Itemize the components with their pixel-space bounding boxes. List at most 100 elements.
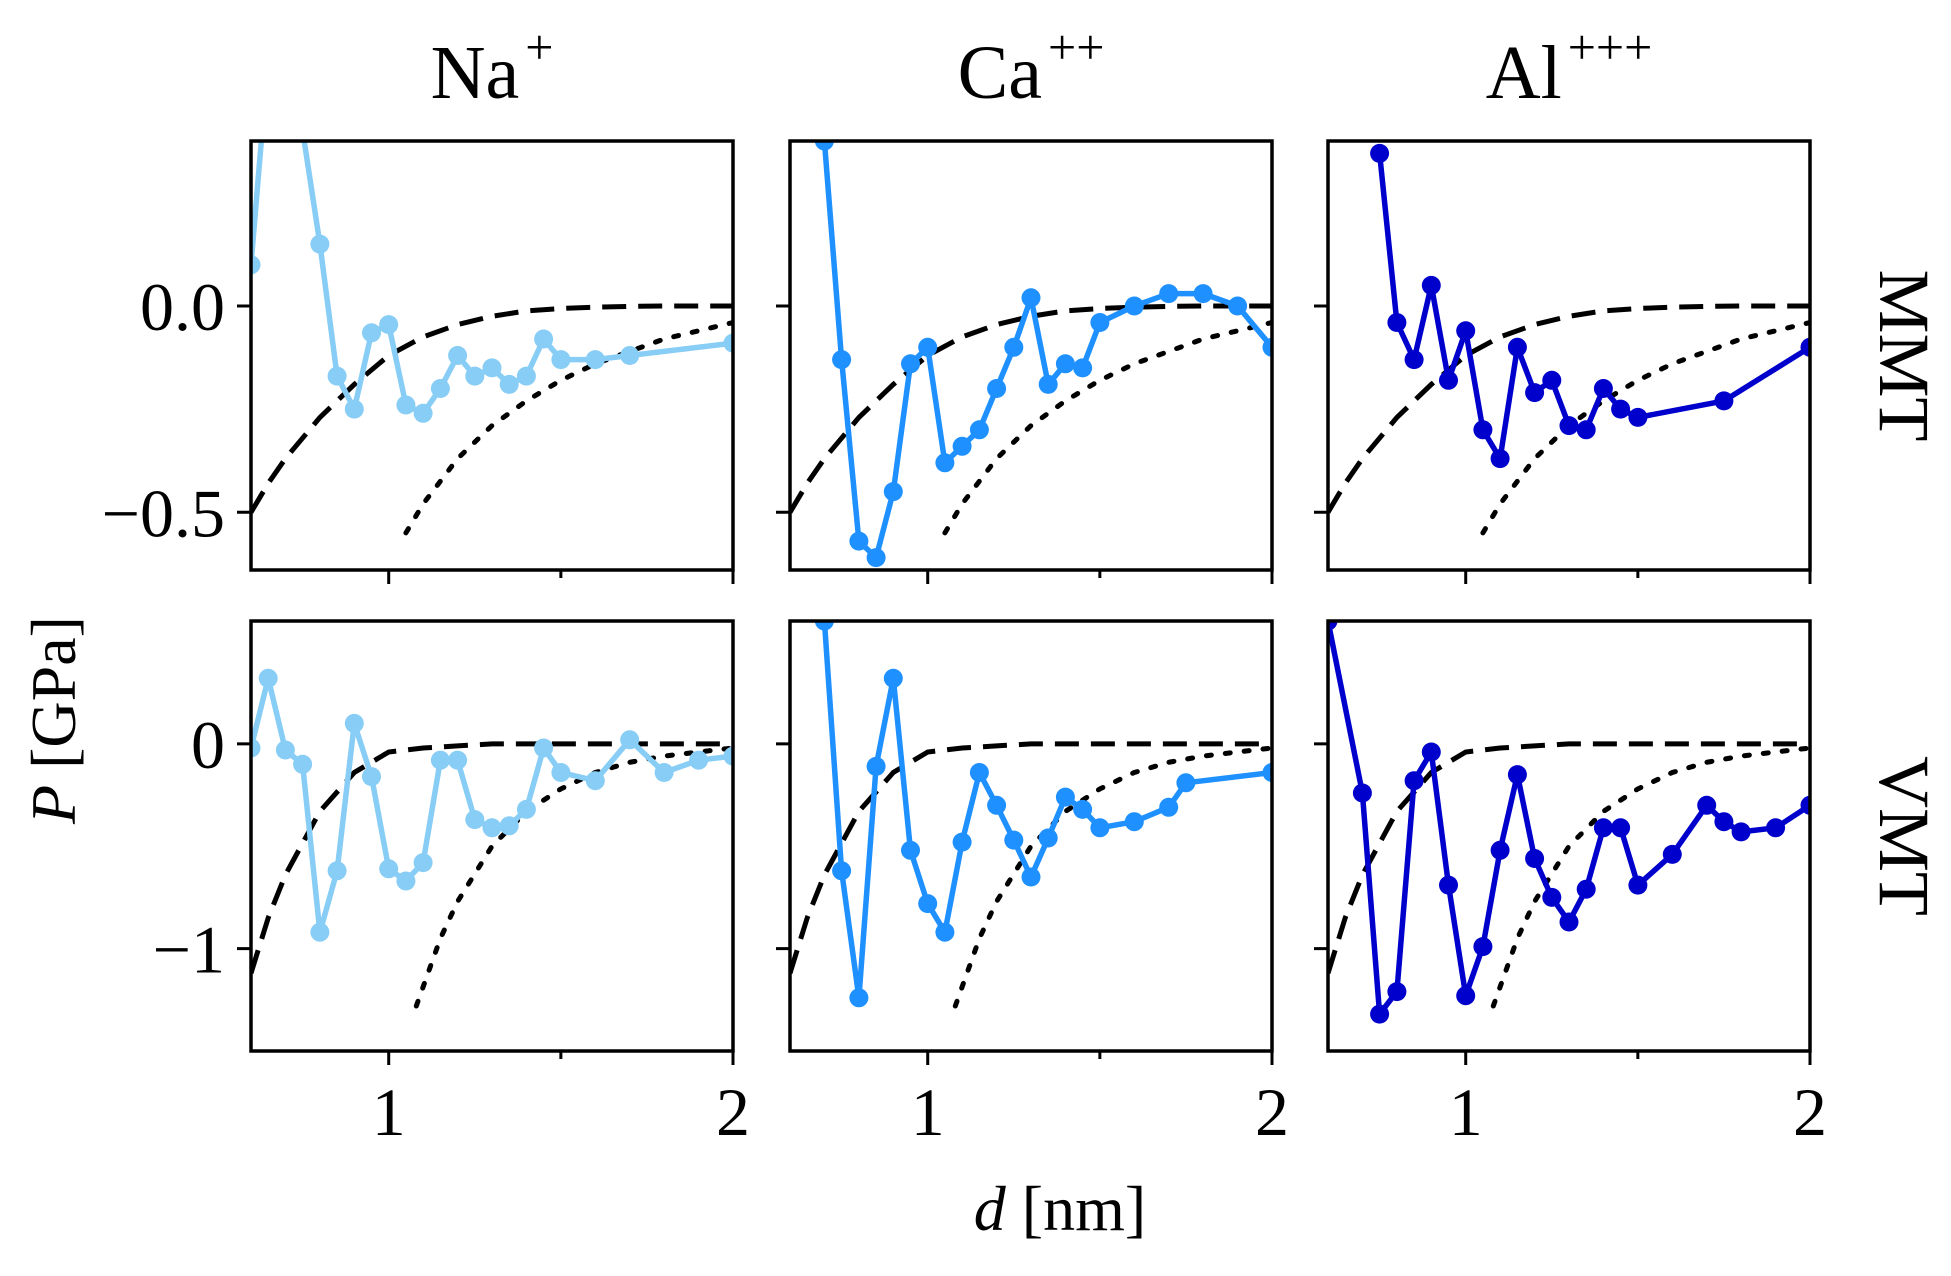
x-tick-label: 1 xyxy=(1449,1074,1483,1150)
data-point xyxy=(1193,284,1213,304)
data-point xyxy=(620,346,640,365)
panel-frame xyxy=(788,139,1274,572)
data-point xyxy=(1387,313,1407,332)
data-point xyxy=(654,763,674,782)
y-tick-label: 0.0 xyxy=(140,269,225,345)
reference-dashed-curve xyxy=(1328,741,1810,974)
data-point xyxy=(689,750,709,770)
data-point xyxy=(362,323,381,343)
data-point xyxy=(1525,383,1545,403)
data-point xyxy=(1055,354,1075,374)
data-point xyxy=(883,482,903,502)
data-point xyxy=(1593,818,1613,838)
data-point xyxy=(585,350,605,370)
data-point xyxy=(413,853,433,873)
data-point xyxy=(1456,986,1476,1006)
column-titles: Na + Ca ++ Al +++ xyxy=(431,19,1653,115)
reference-dashed-curve xyxy=(1328,303,1810,514)
data-point xyxy=(1404,771,1424,791)
series-line-al xyxy=(1376,153,1810,462)
data-point xyxy=(413,403,433,423)
x-tick-label: 2 xyxy=(716,1074,750,1150)
reference-dotted-curve xyxy=(942,320,1272,536)
data-point xyxy=(1507,765,1527,785)
data-point xyxy=(1159,797,1179,817)
data-point xyxy=(1021,288,1041,308)
data-point xyxy=(293,754,313,774)
x-tick-label: 1 xyxy=(911,1074,945,1150)
data-point xyxy=(1542,887,1562,907)
data-point xyxy=(448,750,468,770)
row-label-vmt: VMT xyxy=(1864,756,1944,916)
data-point xyxy=(1404,350,1424,370)
data-point xyxy=(883,668,903,688)
data-point xyxy=(396,871,416,891)
data-point xyxy=(866,548,886,568)
data-point xyxy=(1038,374,1058,394)
data-point xyxy=(1490,840,1510,860)
data-point xyxy=(620,730,640,750)
data-point xyxy=(1328,621,1338,631)
data-point xyxy=(866,756,886,776)
panel-vmt-na: 1 2 0 −1 xyxy=(153,619,750,1150)
data-point xyxy=(1800,337,1810,357)
data-point xyxy=(362,767,381,787)
series-line-al xyxy=(1328,621,1810,1017)
data-point xyxy=(814,141,834,151)
data-point xyxy=(952,436,972,456)
data-point xyxy=(499,816,519,836)
title-na: Na + xyxy=(431,19,554,115)
data-point xyxy=(259,49,278,68)
data-point xyxy=(1731,822,1751,842)
reference-dashed-curve xyxy=(790,741,1272,974)
data-point xyxy=(1714,391,1734,411)
data-point xyxy=(918,337,938,357)
data-point xyxy=(585,771,605,791)
row-labels: MMT VMT xyxy=(1864,269,1944,916)
data-point xyxy=(1055,787,1075,807)
data-point xyxy=(310,234,330,254)
data-point xyxy=(1004,337,1024,357)
data-point xyxy=(1421,275,1441,295)
panel-frame xyxy=(1326,619,1812,1053)
data-point xyxy=(379,859,399,879)
data-point xyxy=(396,395,416,415)
title-ca: Ca ++ xyxy=(958,19,1105,115)
data-point xyxy=(534,738,554,758)
data-point xyxy=(465,366,485,386)
data-point xyxy=(1370,1004,1390,1024)
data-point xyxy=(814,621,834,631)
data-point xyxy=(1559,416,1579,436)
reference-dotted-curve xyxy=(1480,320,1810,536)
data-point xyxy=(952,832,972,852)
data-point xyxy=(251,738,261,758)
data-point xyxy=(379,315,399,335)
data-point xyxy=(1004,830,1024,850)
data-point xyxy=(901,354,920,374)
data-point xyxy=(1576,879,1596,899)
data-point xyxy=(1352,783,1372,803)
data-point xyxy=(849,531,869,551)
title-al: Al +++ xyxy=(1486,19,1653,115)
data-point xyxy=(1124,296,1144,316)
data-point xyxy=(1714,812,1734,832)
data-point xyxy=(935,453,955,473)
data-point xyxy=(987,379,1007,398)
y-tick-label: −1 xyxy=(153,912,225,988)
data-point xyxy=(918,894,938,914)
panel-frame xyxy=(249,619,735,1053)
series-line-ca xyxy=(821,141,1272,561)
x-axis-label: d [nm] xyxy=(974,1173,1146,1244)
data-point xyxy=(1038,828,1058,848)
data-point xyxy=(1766,818,1786,838)
data-point xyxy=(430,379,450,398)
y-tick-label: −0.5 xyxy=(102,475,225,551)
data-point xyxy=(310,922,330,942)
y-tick-label: 0 xyxy=(191,707,225,783)
data-point xyxy=(344,399,364,419)
data-point xyxy=(1421,742,1441,762)
data-point xyxy=(465,810,485,830)
data-point xyxy=(1176,773,1196,793)
